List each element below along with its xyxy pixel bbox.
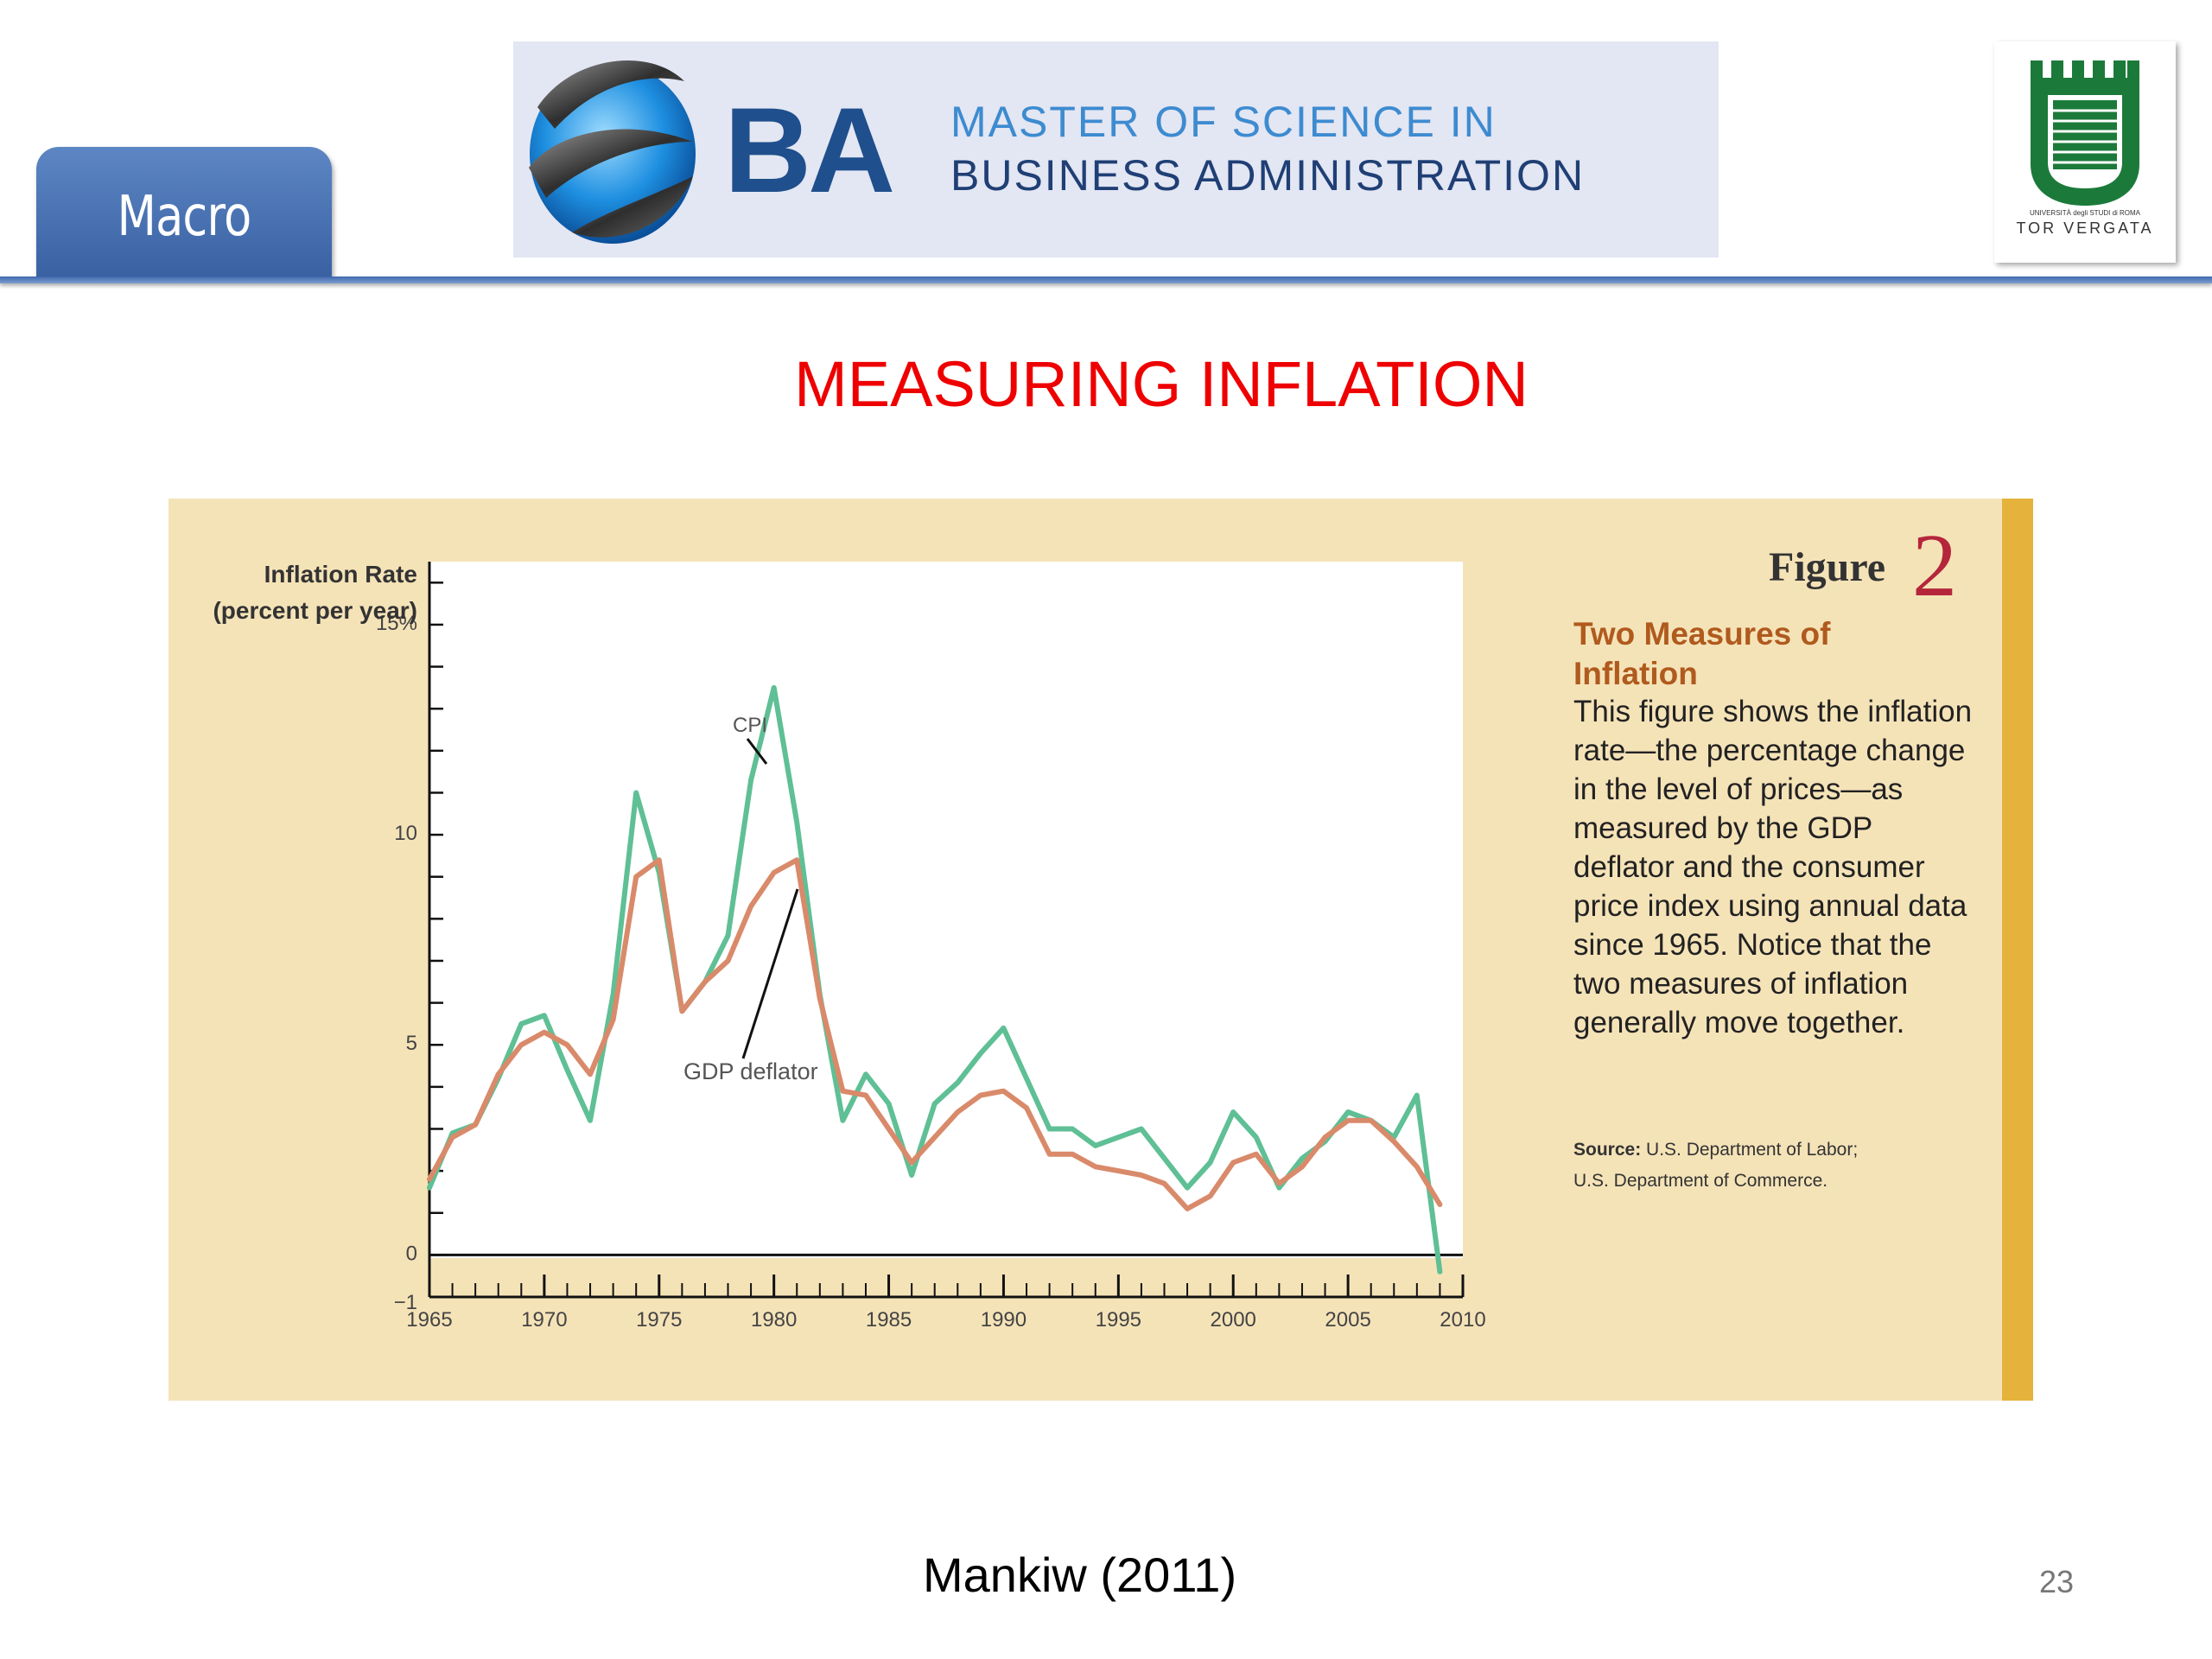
y-tick-label: 15% xyxy=(376,612,417,635)
x-tick-label: 1990 xyxy=(981,1308,1027,1332)
y-axis-title-line-2: (percent per year) xyxy=(213,597,417,624)
plot-area-background xyxy=(429,562,1463,1258)
y-tick-label: 10 xyxy=(394,822,417,845)
y-tick-label: −1 xyxy=(394,1291,417,1314)
source-line-1: U.S. Department of Labor; xyxy=(1646,1140,1859,1160)
program-banner: BA MASTER OF SCIENCE IN BUSINESS ADMINIS… xyxy=(513,41,1719,257)
page-number: 23 xyxy=(2039,1564,2075,1599)
section-tab[interactable]: Macro xyxy=(36,147,332,276)
tower-logo-icon xyxy=(2031,60,2139,206)
x-tick-label: 1965 xyxy=(406,1308,452,1332)
figure-panel: 15% 10 5 0 −1 1965 1970 1975 1980 1985 1990 1995 200… xyxy=(168,499,2033,1401)
university-name: TOR VERGATA xyxy=(2016,219,2154,237)
citation: Mankiw (2011) xyxy=(923,1548,1237,1602)
x-tick-label: 1980 xyxy=(751,1308,797,1332)
gdp-deflator-annotation-label: GDP deflator xyxy=(683,1058,818,1084)
figure-source: Source: U.S. Department of Labor; U.S. D… xyxy=(1573,1135,2005,1197)
figure-label: Figure xyxy=(1769,544,1886,590)
header-divider xyxy=(0,276,2212,283)
banner-line-2: BUSINESS ADMINISTRATION xyxy=(950,151,1586,200)
banner-line-1: MASTER OF SCIENCE IN xyxy=(950,98,1497,146)
figure-accent-stripe xyxy=(2002,499,2033,1401)
y-tick-label: 0 xyxy=(406,1242,417,1265)
figure-number: 2 xyxy=(1912,516,1957,615)
figure-caption: This figure shows the inflation rate—the… xyxy=(1573,695,1973,1039)
source-label: Source: xyxy=(1573,1140,1642,1160)
x-tick-label: 2000 xyxy=(1211,1308,1256,1332)
gdp-deflator-leader-line xyxy=(741,888,799,1059)
university-logo: UNIVERSITÀ degli STUDI di ROMA TOR VERGA… xyxy=(1994,41,2176,263)
ba-monogram: BA xyxy=(724,82,895,218)
cpi-annotation-label: CPI xyxy=(733,714,767,737)
y-axis-title-line-1: Inflation Rate xyxy=(264,561,417,588)
gdp-deflator-series-line xyxy=(427,857,1443,1211)
x-tick-label: 1985 xyxy=(866,1308,912,1332)
x-tick-label: 2005 xyxy=(1325,1308,1370,1332)
cpi-leader-line xyxy=(746,738,768,765)
source-line-2: U.S. Department of Commerce. xyxy=(1573,1171,1828,1191)
cpi-series-line xyxy=(427,684,1443,1274)
globe-logo-icon xyxy=(529,60,696,244)
x-tick-label: 1975 xyxy=(636,1308,682,1332)
x-tick-label: 2010 xyxy=(1440,1308,1485,1332)
x-tick-label: 1970 xyxy=(521,1308,567,1332)
y-tick-label: 5 xyxy=(406,1032,417,1055)
x-tick-label: 1995 xyxy=(1096,1308,1141,1332)
figure-heading: Two Measures of Inflation xyxy=(1573,616,1831,691)
university-small-text: UNIVERSITÀ degli STUDI di ROMA xyxy=(2029,209,2141,217)
section-tab-label: Macro xyxy=(117,185,252,249)
slide-title: MEASURING INFLATION xyxy=(794,348,1529,420)
